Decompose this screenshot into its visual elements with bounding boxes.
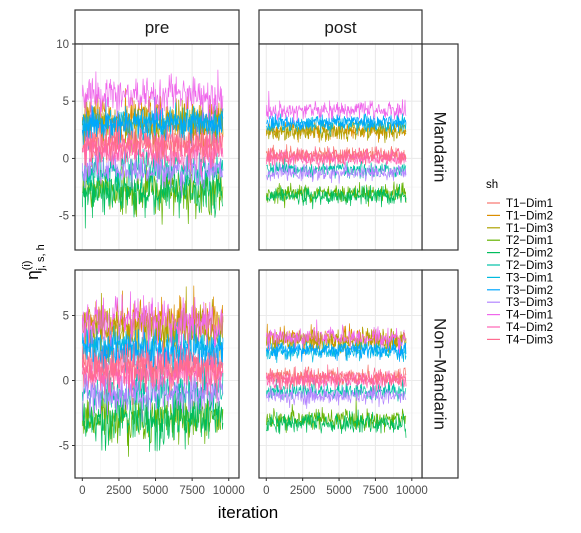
x-axis-title: iteration bbox=[218, 503, 278, 522]
legend-item-t1-dim2: T1−Dim2 bbox=[487, 210, 553, 222]
legend-item-t1-dim3: T1−Dim3 bbox=[487, 223, 553, 235]
legend-item-t4-dim2: T4−Dim2 bbox=[487, 322, 553, 334]
legend-label: T4−Dim2 bbox=[506, 322, 553, 334]
legend-item-t2-dim1: T2−Dim1 bbox=[487, 235, 553, 247]
legend-label: T3−Dim2 bbox=[506, 285, 553, 297]
x-tick-label: 5000 bbox=[326, 485, 352, 497]
trace-t4-dim3 bbox=[81, 120, 224, 174]
y-axis-title-main: η bbox=[23, 270, 42, 279]
traces bbox=[265, 319, 407, 438]
legend-label: T3−Dim1 bbox=[506, 272, 553, 284]
trace-t4-dim1 bbox=[81, 69, 224, 122]
legend-label: T1−Dim1 bbox=[506, 198, 553, 210]
strip-pre-label: pre bbox=[145, 18, 170, 37]
trace-t3-dim2 bbox=[265, 338, 407, 362]
strip-pre-bg bbox=[74, 9, 240, 45]
x-tick-label: 10000 bbox=[396, 485, 428, 497]
trace-t4-dim1 bbox=[81, 291, 224, 361]
y-tick-label: 5 bbox=[63, 96, 69, 108]
legend-items: T1−Dim1T1−Dim2T1−Dim3T2−Dim1T2−Dim2T2−Di… bbox=[487, 198, 553, 346]
panel-background bbox=[259, 44, 422, 250]
legend-item-t4-dim3: T4−Dim3 bbox=[487, 334, 553, 346]
y-tick-label: 0 bbox=[63, 376, 69, 388]
x-tick-label: 7500 bbox=[179, 485, 205, 497]
trace-t4-dim3 bbox=[265, 364, 407, 390]
y-tick-label: -5 bbox=[59, 211, 69, 223]
strip-post-bg bbox=[258, 9, 423, 45]
legend-label: T3−Dim3 bbox=[506, 297, 553, 309]
trace-t4-dim1 bbox=[265, 319, 407, 354]
x-tick-label: 10000 bbox=[213, 485, 245, 497]
legend-item-t2-dim2: T2−Dim2 bbox=[487, 248, 553, 260]
legend-item-t1-dim1: T1−Dim1 bbox=[487, 198, 553, 210]
strip-non-mandarin-bg bbox=[421, 269, 459, 479]
trace-t3-dim2 bbox=[266, 113, 407, 133]
legend-title: sh bbox=[486, 179, 498, 191]
y-axis-title-sup: (i) bbox=[21, 261, 33, 271]
panel-border bbox=[258, 269, 423, 479]
trace-t3-dim3 bbox=[265, 382, 407, 409]
trace-t2-dim2 bbox=[265, 409, 407, 438]
trace-t3-dim2 bbox=[81, 327, 224, 380]
y-tick-label: -5 bbox=[59, 441, 69, 453]
legend-item-t3-dim2: T3−Dim2 bbox=[487, 285, 553, 297]
traces bbox=[81, 285, 224, 457]
x-tick-label: 2500 bbox=[290, 485, 316, 497]
panel-non-mandarin-post bbox=[258, 269, 423, 479]
y-tick-label: 5 bbox=[63, 311, 69, 323]
strip-mandarin-label: Mandarin bbox=[431, 112, 450, 183]
legend-label: T2−Dim1 bbox=[506, 235, 553, 247]
panel-border bbox=[258, 43, 423, 251]
legend-label: T1−Dim3 bbox=[506, 223, 553, 235]
trace-t3-dim3 bbox=[81, 366, 224, 423]
legend-label: T4−Dim1 bbox=[506, 310, 553, 322]
legend: sh T1−Dim1T1−Dim2T1−Dim3T2−Dim1T2−Dim2T2… bbox=[486, 179, 553, 346]
trace-t2-dim2 bbox=[81, 159, 224, 229]
x-tick-label: 5000 bbox=[143, 485, 169, 497]
svg-text:η(i)j, s, h: η(i) j, s, h bbox=[21, 244, 47, 280]
x-tick-label: 0 bbox=[79, 485, 85, 497]
y-axis-title: η(i) j, s, h bbox=[21, 244, 47, 280]
trace-t3-dim3 bbox=[265, 161, 407, 184]
x-tick-label: 2500 bbox=[106, 485, 132, 497]
legend-item-t2-dim3: T2−Dim3 bbox=[487, 260, 553, 272]
traces bbox=[81, 69, 224, 229]
panels-layer bbox=[74, 43, 423, 479]
panel-mandarin-pre bbox=[74, 43, 240, 251]
panel-mandarin-post bbox=[258, 43, 423, 251]
strip-post-label: post bbox=[324, 18, 356, 37]
trace-t4-dim2 bbox=[81, 125, 224, 178]
y-tick-label: 0 bbox=[63, 153, 69, 165]
trace-t2-dim2 bbox=[265, 183, 407, 210]
axes-layer: -5 0 5 10 -5 0 5 0 2500 5000 7500 10000 0 2500 5000 750… bbox=[56, 39, 428, 497]
legend-label: T2−Dim3 bbox=[506, 260, 553, 272]
legend-item-t4-dim1: T4−Dim1 bbox=[487, 310, 553, 322]
trace-t3-dim3 bbox=[81, 138, 224, 199]
legend-label: T4−Dim3 bbox=[506, 334, 553, 346]
strip-non-mandarin-label: Non−Mandarin bbox=[431, 318, 450, 430]
panel-border bbox=[74, 269, 240, 479]
legend-item-t3-dim3: T3−Dim3 bbox=[487, 297, 553, 309]
trace-t4-dim3 bbox=[81, 332, 224, 393]
y-axis-title-sub: j, s, h bbox=[35, 244, 47, 271]
trace-t2-dim3 bbox=[266, 156, 407, 179]
trace-t4-dim3 bbox=[266, 146, 407, 167]
legend-item-t3-dim1: T3−Dim1 bbox=[487, 272, 553, 284]
panel-border bbox=[74, 43, 240, 251]
x-tick-label: 0 bbox=[263, 485, 269, 497]
trace-t4-dim1 bbox=[265, 90, 407, 123]
legend-label: T1−Dim2 bbox=[506, 210, 553, 222]
x-tick-label: 7500 bbox=[363, 485, 389, 497]
legend-label: T2−Dim2 bbox=[506, 248, 553, 260]
strip-mandarin-bg bbox=[421, 43, 459, 251]
traces bbox=[265, 90, 407, 210]
y-tick-label: 10 bbox=[56, 39, 69, 51]
panel-non-mandarin-pre bbox=[74, 269, 240, 479]
